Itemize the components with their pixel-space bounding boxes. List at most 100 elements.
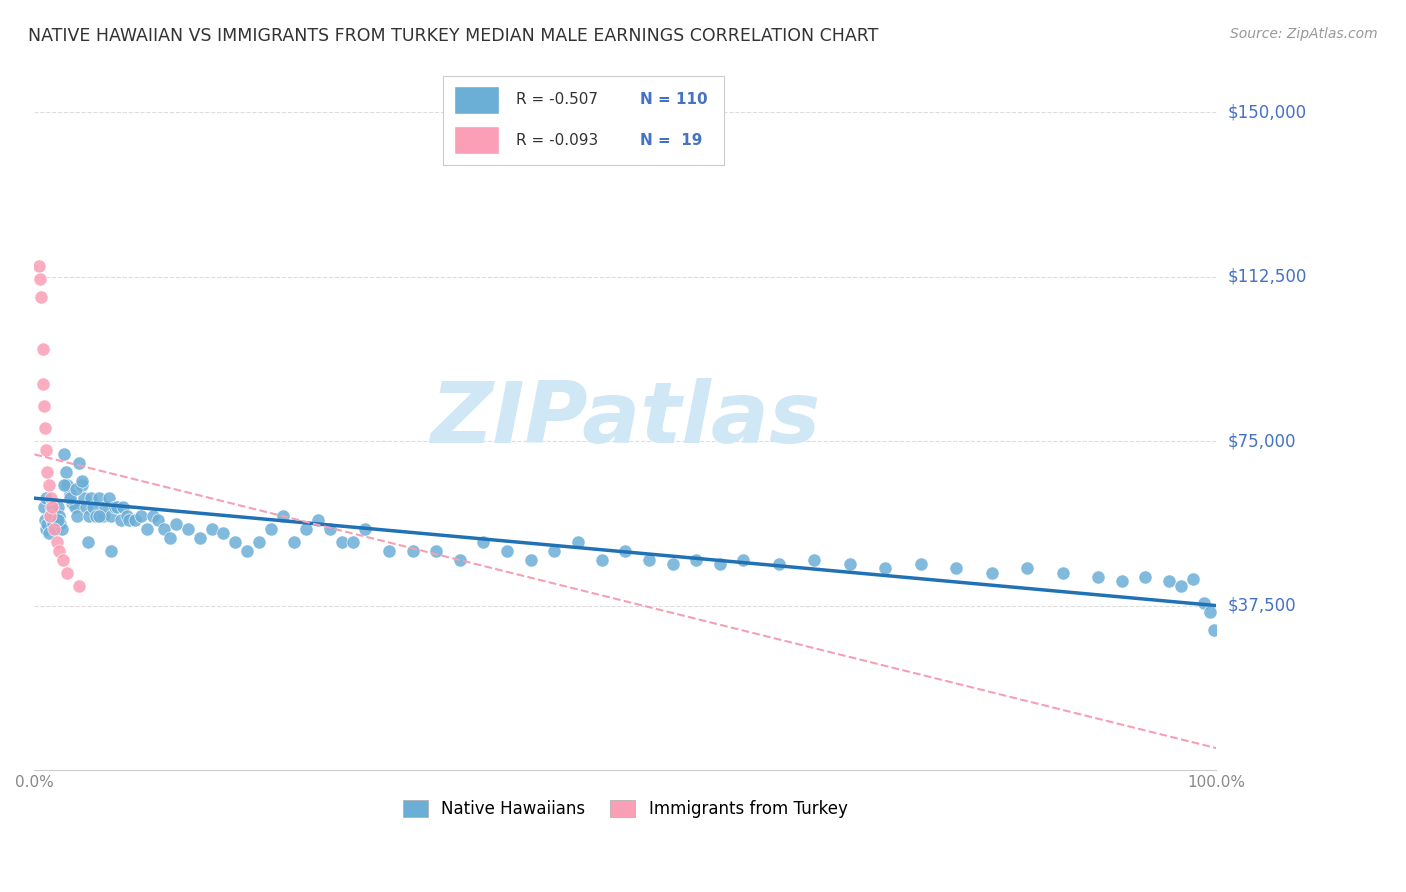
Point: [330, 535, 353, 549]
Point: [910, 557, 932, 571]
Point: [48, 508, 70, 523]
Point: [56, 566, 79, 580]
Point: [105, 500, 128, 514]
Point: [32, 399, 55, 413]
Point: [45, 513, 67, 527]
Point: [378, 543, 401, 558]
Point: [30, 272, 52, 286]
Point: [614, 543, 637, 558]
Text: R = -0.093: R = -0.093: [516, 133, 598, 147]
Point: [67, 456, 90, 470]
Point: [28, 259, 51, 273]
Point: [212, 526, 235, 541]
Point: [66, 508, 89, 523]
Point: [104, 500, 127, 514]
Point: [307, 513, 329, 527]
Point: [709, 557, 731, 571]
Point: [37, 465, 59, 479]
Point: [1202, 623, 1225, 637]
Point: [1087, 570, 1109, 584]
Point: [41, 500, 63, 514]
Point: [100, 543, 122, 558]
Point: [159, 531, 181, 545]
Point: [733, 552, 755, 566]
Point: [80, 491, 103, 505]
Text: $75,000: $75,000: [1227, 433, 1296, 450]
Point: [46, 513, 69, 527]
Point: [32, 500, 55, 514]
FancyBboxPatch shape: [454, 126, 499, 154]
Point: [37, 517, 59, 532]
Text: $112,500: $112,500: [1227, 268, 1306, 285]
Point: [236, 543, 259, 558]
Point: [34, 421, 56, 435]
Point: [77, 508, 100, 523]
Point: [31, 377, 53, 392]
Point: [135, 522, 157, 536]
Point: [49, 517, 72, 532]
Point: [56, 478, 79, 492]
Point: [295, 522, 318, 536]
Point: [838, 557, 860, 571]
Point: [84, 508, 107, 523]
Point: [65, 483, 87, 497]
Point: [38, 508, 60, 523]
Point: [271, 508, 294, 523]
Point: [39, 491, 62, 505]
Point: [35, 442, 58, 457]
Point: [91, 508, 114, 523]
Point: [70, 474, 93, 488]
Text: R = -0.507: R = -0.507: [516, 93, 598, 107]
Point: [51, 522, 73, 536]
Point: [1194, 596, 1216, 610]
Point: [224, 535, 246, 549]
Point: [38, 478, 60, 492]
Point: [38, 526, 60, 541]
Point: [1181, 572, 1204, 586]
Text: ZIPatlas: ZIPatlas: [430, 377, 820, 461]
Point: [496, 543, 519, 558]
Point: [247, 535, 270, 549]
Point: [30, 289, 52, 303]
Point: [100, 508, 122, 523]
Point: [201, 522, 224, 536]
Point: [188, 531, 211, 545]
Point: [42, 517, 65, 532]
Point: [35, 522, 58, 536]
Point: [354, 522, 377, 536]
Point: [52, 552, 75, 566]
Point: [401, 543, 423, 558]
Point: [124, 513, 146, 527]
Point: [45, 535, 67, 549]
Point: [1052, 566, 1074, 580]
Point: [82, 500, 104, 514]
Point: [319, 522, 342, 536]
Point: [342, 535, 364, 549]
Point: [110, 513, 132, 527]
Point: [638, 552, 661, 566]
Point: [97, 491, 120, 505]
Point: [260, 522, 283, 536]
Point: [567, 535, 589, 549]
Text: N = 110: N = 110: [640, 93, 707, 107]
Point: [41, 513, 63, 527]
Point: [1015, 561, 1038, 575]
Point: [875, 561, 897, 575]
Point: [46, 500, 69, 514]
Text: NATIVE HAWAIIAN VS IMMIGRANTS FROM TURKEY MEDIAN MALE EARNINGS CORRELATION CHART: NATIVE HAWAIIAN VS IMMIGRANTS FROM TURKE…: [28, 27, 879, 45]
Point: [31, 342, 53, 356]
Point: [661, 557, 683, 571]
Point: [283, 535, 305, 549]
Point: [472, 535, 495, 549]
Point: [94, 500, 117, 514]
Point: [34, 513, 56, 527]
Point: [59, 487, 82, 501]
Point: [685, 552, 707, 566]
Point: [165, 517, 187, 532]
Point: [118, 513, 141, 527]
Point: [44, 508, 66, 523]
Point: [44, 522, 66, 536]
Point: [803, 552, 825, 566]
Point: [76, 535, 98, 549]
Legend: Native Hawaiians, Immigrants from Turkey: Native Hawaiians, Immigrants from Turkey: [396, 793, 855, 825]
